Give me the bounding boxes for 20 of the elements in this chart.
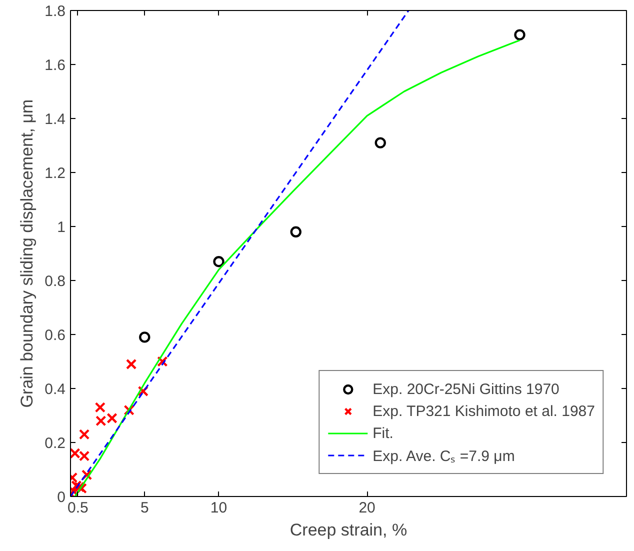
y-tick-label: 1 — [57, 219, 66, 236]
legend-label: Exp. 20Cr-25Ni Gittins 1970 — [372, 380, 560, 398]
y-tick-label: 1.2 — [44, 165, 66, 182]
x-tick-label: 5 — [140, 500, 149, 516]
y-tick-label: 0.6 — [44, 327, 66, 344]
y-tick-label: 0.2 — [44, 435, 66, 452]
y-tick-label: 0.8 — [44, 273, 66, 290]
legend-label: Fit. — [372, 424, 394, 442]
legend-label: Exp. TP321 Kishimoto et al. 1987 — [372, 402, 595, 420]
y-tick-label: 1.8 — [44, 3, 66, 20]
y-axis-title: Grain boundary sliding displacement, μm — [18, 99, 37, 408]
x-tick-label: 10 — [210, 500, 228, 516]
y-tick-label: 0.4 — [44, 381, 66, 398]
x-tick-label: 0.5 — [67, 500, 88, 516]
x-tick-label: 20 — [358, 500, 376, 516]
legend-label: Exp. Ave. Cₛ =7.9 μm — [372, 447, 515, 465]
x-axis-title: Creep strain, % — [290, 520, 408, 540]
y-tick-label: 0 — [57, 489, 66, 506]
y-tick-label: 1.6 — [44, 57, 66, 74]
y-tick-label: 1.4 — [44, 111, 66, 128]
